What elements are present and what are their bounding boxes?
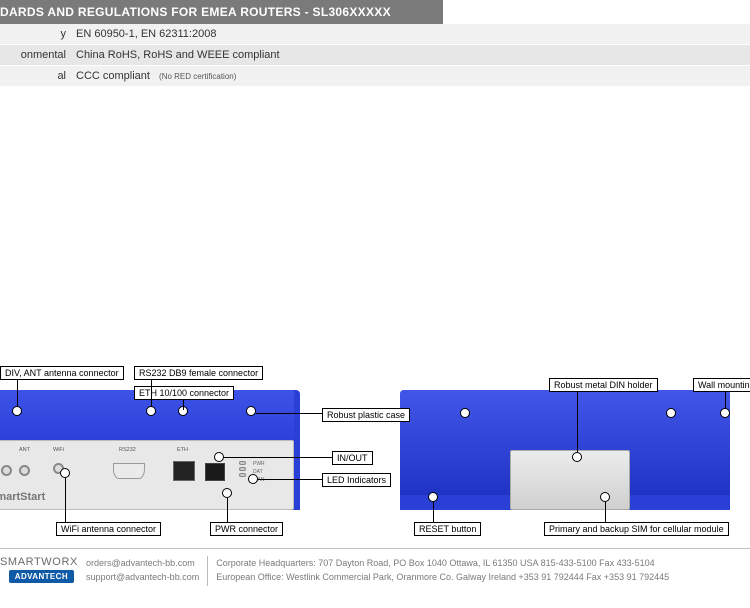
lead-dot <box>248 474 258 484</box>
callout-pwr: PWR connector <box>210 522 283 536</box>
row-value: CCC compliant (No RED certification) <box>66 66 443 86</box>
support-email: support@advantech-bb.com <box>86 570 199 584</box>
panel-label-rs232: RS232 <box>119 447 136 453</box>
lead-dot <box>720 408 730 418</box>
callout-sim: Primary and backup SIM for cellular modu… <box>544 522 729 536</box>
lead-dot <box>214 452 224 462</box>
row-value: China RoHS, RoHS and WEEE compliant <box>66 45 443 65</box>
hq-address: Corporate Headquarters: 707 Dayton Road,… <box>216 556 750 570</box>
lead-dot <box>600 492 610 502</box>
table-header: DARDS AND REGULATIONS FOR EMEA ROUTERS -… <box>0 0 443 24</box>
row-note: (No RED certification) <box>159 72 236 81</box>
callout-plastic-case: Robust plastic case <box>322 408 410 422</box>
lead-dot <box>60 468 70 478</box>
led-label-pwr: PWR <box>253 461 265 467</box>
lead-line <box>17 380 18 406</box>
callout-rs232: RS232 DB9 female connector <box>134 366 263 380</box>
row-label: onmental <box>0 45 66 65</box>
callout-div-ant: DIV, ANT antenna connector <box>0 366 124 380</box>
lead-dot <box>246 406 256 416</box>
table-row: y EN 60950-1, EN 62311:2008 <box>0 24 750 45</box>
orders-email: orders@advantech-bb.com <box>86 556 199 570</box>
lead-line <box>183 400 184 410</box>
lead-line <box>224 457 332 458</box>
logo-smartworx: SMARTWORX <box>0 556 74 568</box>
device-back <box>400 390 730 510</box>
din-holder-shape <box>510 450 630 510</box>
callout-led: LED Indicators <box>322 473 391 487</box>
lead-line <box>725 392 726 408</box>
lead-line <box>577 392 578 452</box>
connector-ant <box>1 465 12 476</box>
device-diagram: DIV ANT WiFi RS232 ETH PWR DAT WAN Smart… <box>0 360 750 540</box>
lead-dot <box>12 406 22 416</box>
lead-dot <box>666 408 676 418</box>
connector-ant2 <box>19 465 30 476</box>
lead-line <box>433 502 434 522</box>
callout-din: Robust metal DIN holder <box>549 378 658 392</box>
connector-db9 <box>113 463 145 479</box>
footer-emails: orders@advantech-bb.com support@advantec… <box>86 556 199 584</box>
lead-line <box>65 478 66 522</box>
table-row: al CCC compliant (No RED certification) <box>0 66 750 87</box>
eu-address: European Office: Westlink Commercial Par… <box>216 570 750 584</box>
logo-advantech: ADVANTECH <box>9 570 74 583</box>
lead-dot <box>428 492 438 502</box>
row-label: y <box>0 24 66 44</box>
footer: SMARTWORX ADVANTECH orders@advantech-bb.… <box>0 556 750 596</box>
lead-dot <box>572 452 582 462</box>
table-row: onmental China RoHS, RoHS and WEEE compl… <box>0 45 750 66</box>
lead-line <box>605 502 606 522</box>
brand-label: SmartStart <box>0 491 45 503</box>
row-value-text: CCC compliant <box>76 70 150 82</box>
row-value: EN 60950-1, EN 62311:2008 <box>66 24 443 44</box>
lead-line <box>151 380 152 406</box>
connector-rj45 <box>173 461 195 481</box>
callout-reset: RESET button <box>414 522 481 536</box>
row-label: al <box>0 66 66 86</box>
footer-divider <box>0 548 750 549</box>
lead-dot <box>222 488 232 498</box>
footer-sep <box>207 556 208 586</box>
lead-line <box>227 498 228 522</box>
callout-eth: ETH 10/100 connector <box>134 386 234 400</box>
lead-dot <box>460 408 470 418</box>
lead-dot <box>146 406 156 416</box>
footer-addresses: Corporate Headquarters: 707 Dayton Road,… <box>216 556 750 584</box>
callout-inout: IN/OUT <box>332 451 373 465</box>
panel-label-wifi: WiFi <box>53 447 64 453</box>
lead-line <box>258 479 322 480</box>
standards-table: y EN 60950-1, EN 62311:2008 onmental Chi… <box>0 24 750 87</box>
callout-wifi: WiFi antenna connector <box>56 522 161 536</box>
connector-terminal <box>205 463 225 481</box>
panel-label-ant: ANT <box>19 447 30 453</box>
footer-logo: SMARTWORX ADVANTECH <box>0 556 78 583</box>
callout-wall: Wall mountin <box>693 378 750 392</box>
lead-line <box>256 413 322 414</box>
panel-label-eth: ETH <box>177 447 188 453</box>
